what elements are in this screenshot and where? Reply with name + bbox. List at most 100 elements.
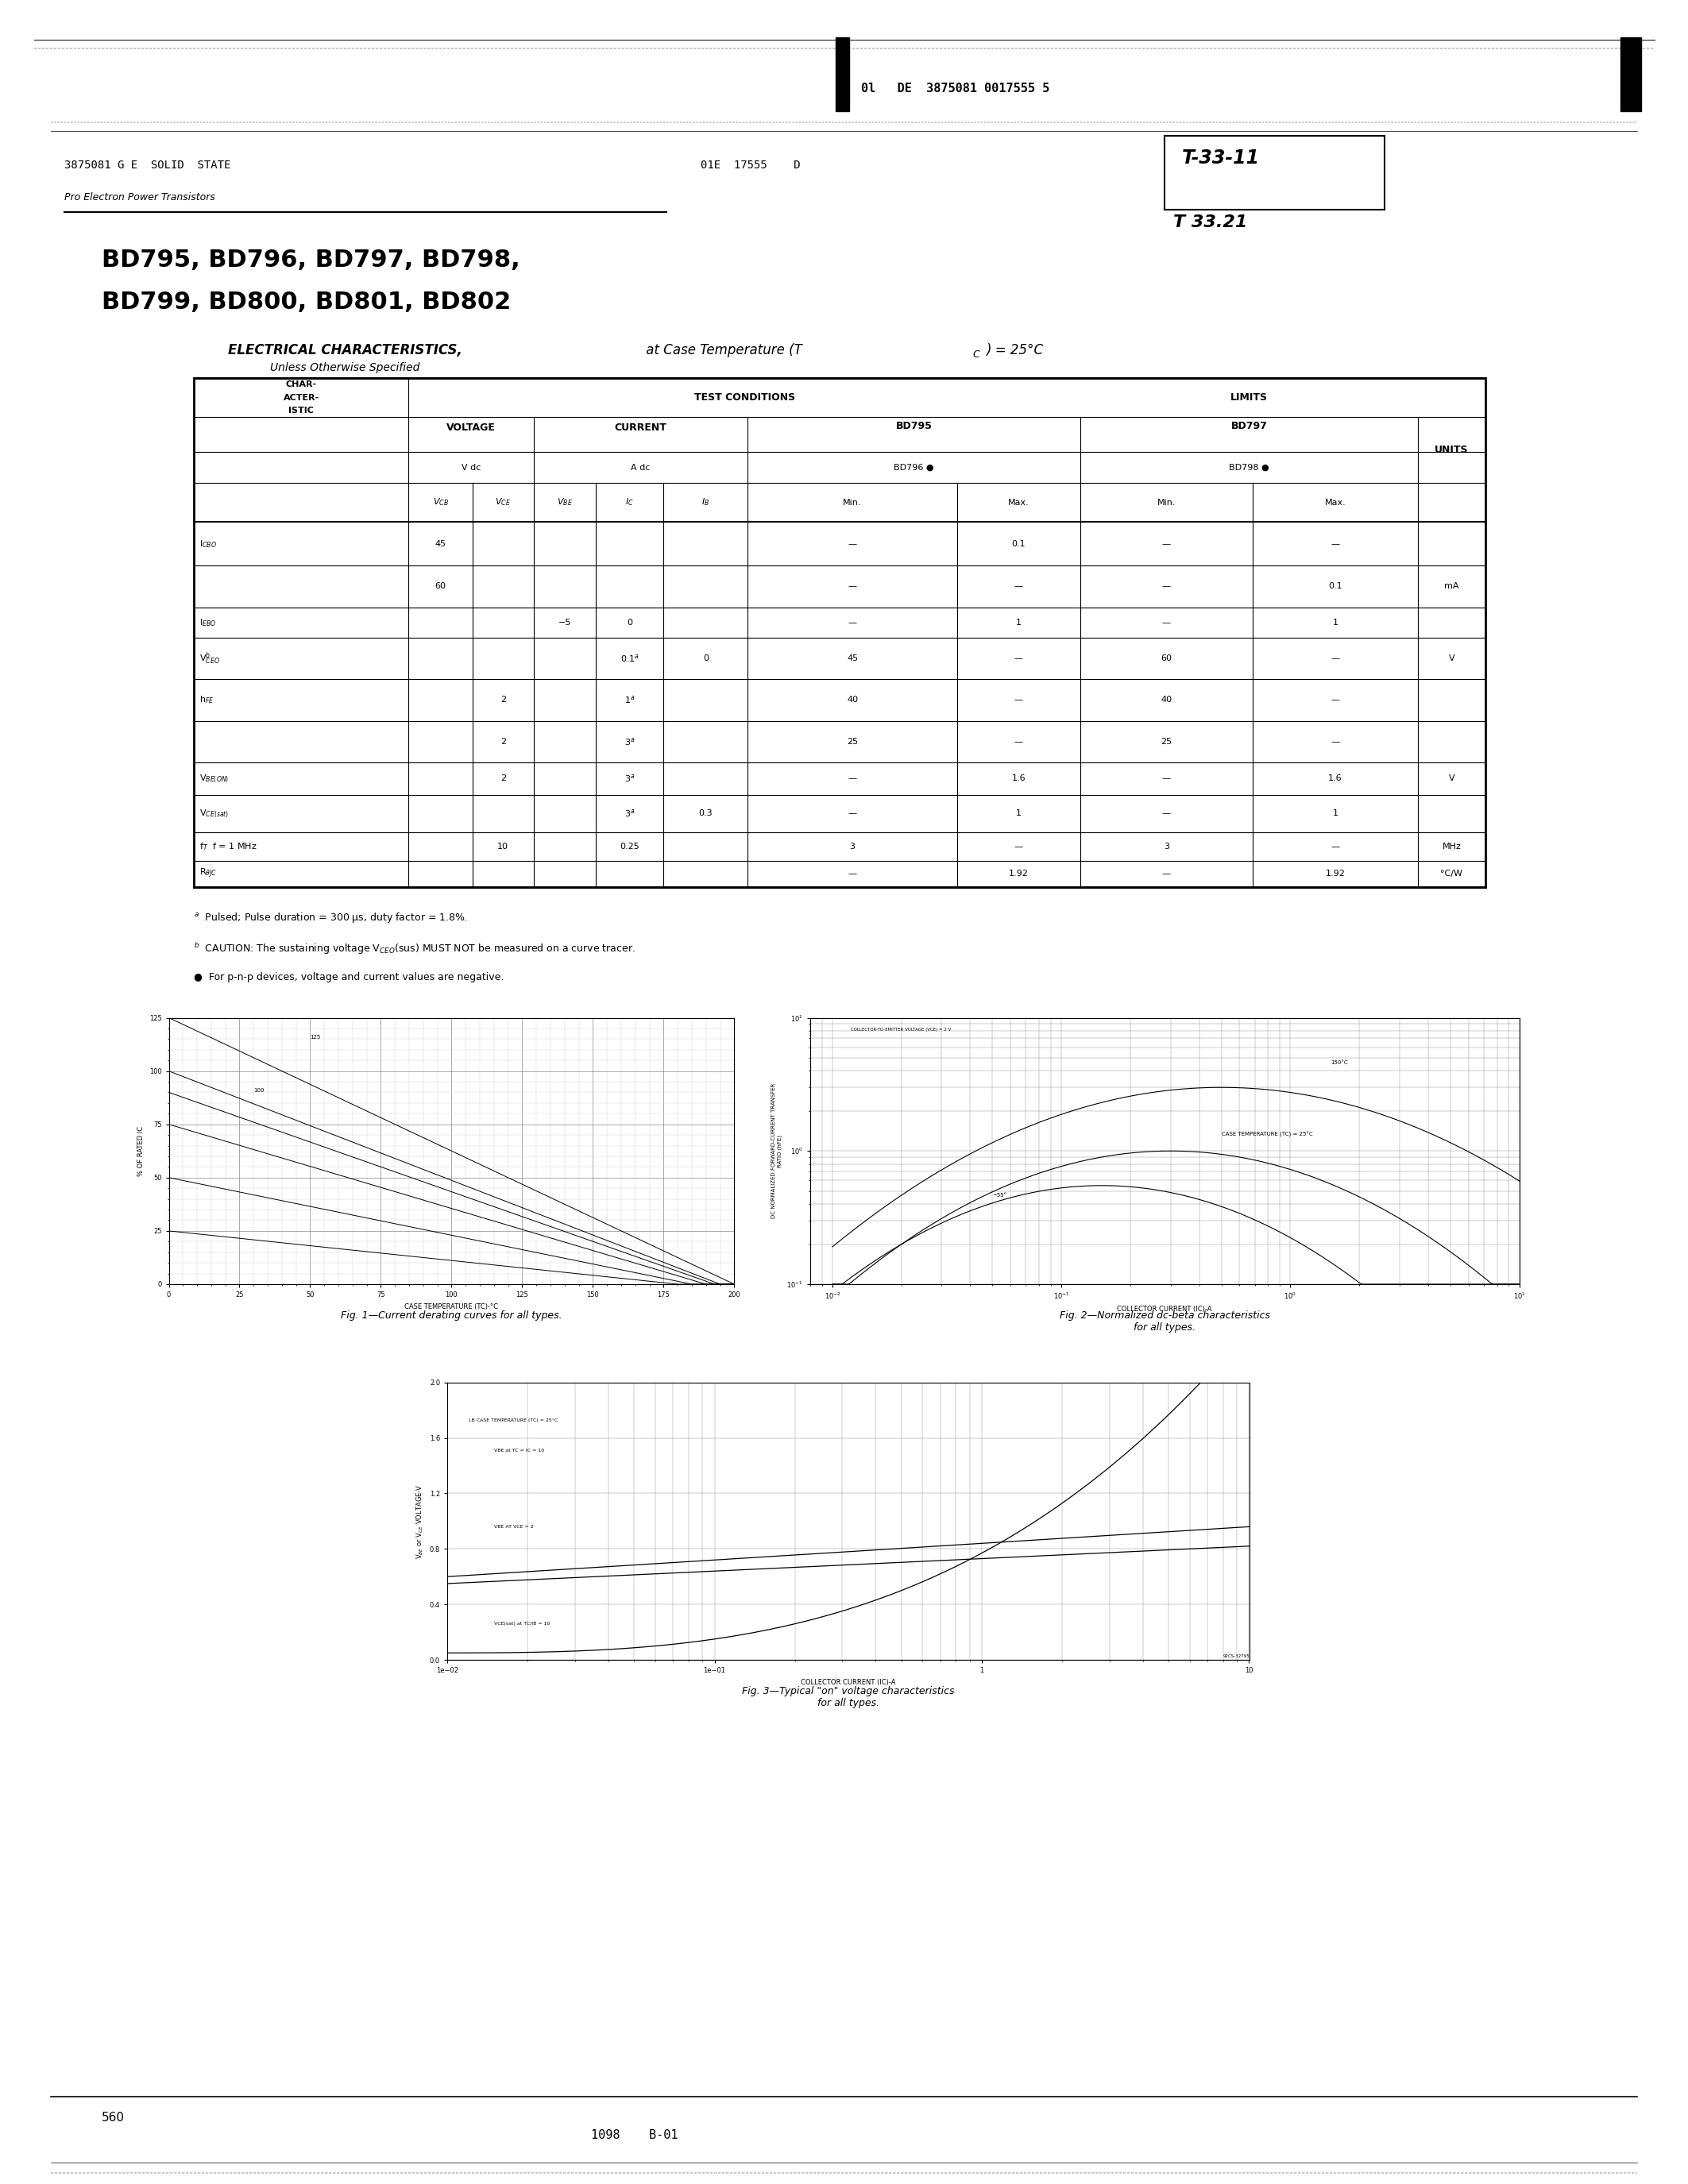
Text: 2: 2	[500, 738, 506, 745]
Text: —: —	[1161, 810, 1171, 817]
Text: 1: 1	[1332, 618, 1339, 627]
Text: 0.1$^a$: 0.1$^a$	[619, 653, 640, 664]
Text: V$_{BE(ON)}$: V$_{BE(ON)}$	[199, 773, 230, 784]
Text: BD799, BD800, BD801, BD802: BD799, BD800, BD801, BD802	[101, 290, 510, 314]
Text: V$_{BE}$: V$_{BE}$	[557, 496, 572, 509]
Text: Fig. 3—Typical "on" voltage characteristics
for all types.: Fig. 3—Typical "on" voltage characterist…	[743, 1686, 954, 1708]
Text: VOLTAGE: VOLTAGE	[446, 424, 496, 432]
Text: ACTER-: ACTER-	[284, 393, 319, 402]
Text: BD795: BD795	[896, 422, 932, 430]
Text: CASE TEMPERATURE (TC) = 25°C: CASE TEMPERATURE (TC) = 25°C	[1222, 1131, 1312, 1138]
Text: Max.: Max.	[1325, 498, 1345, 507]
Text: 25: 25	[1161, 738, 1171, 745]
Text: VCE(sat) at TC/IB = 10: VCE(sat) at TC/IB = 10	[495, 1623, 550, 1625]
Text: ELECTRICAL CHARACTERISTICS,: ELECTRICAL CHARACTERISTICS,	[228, 343, 463, 358]
Text: 1: 1	[1016, 810, 1021, 817]
Text: 1098    B-01: 1098 B-01	[591, 2129, 679, 2140]
Text: —: —	[1014, 697, 1023, 703]
Y-axis label: DC NORMALIZED FORWARD-CURRENT TRANSFER
RATIO (hFE): DC NORMALIZED FORWARD-CURRENT TRANSFER R…	[771, 1083, 782, 1219]
Text: T-33-11: T-33-11	[1182, 149, 1259, 168]
Text: Min.: Min.	[842, 498, 863, 507]
Text: 3875081 G E  SOLID  STATE: 3875081 G E SOLID STATE	[64, 159, 231, 170]
Text: —: —	[847, 539, 858, 548]
Text: CURRENT: CURRENT	[614, 424, 667, 432]
Text: 01E  17555    D: 01E 17555 D	[701, 159, 800, 170]
Text: ISTIC: ISTIC	[289, 406, 314, 415]
Text: V$_{CB}$: V$_{CB}$	[432, 496, 449, 509]
Text: —: —	[847, 869, 858, 878]
Text: —: —	[1014, 655, 1023, 662]
Text: —: —	[1161, 539, 1171, 548]
Text: —: —	[847, 583, 858, 590]
Text: Unless Otherwise Specified: Unless Otherwise Specified	[270, 363, 420, 373]
Text: COLLECTOR-TO-EMITTER VOLTAGE (VCE) = 2 V: COLLECTOR-TO-EMITTER VOLTAGE (VCE) = 2 V	[851, 1026, 950, 1031]
Text: 25: 25	[847, 738, 858, 745]
Text: at Case Temperature (T: at Case Temperature (T	[641, 343, 802, 358]
Text: 0: 0	[702, 655, 709, 662]
Text: V$_{CEO}^b$: V$_{CEO}^b$	[199, 651, 219, 666]
Text: h$_{FE}$: h$_{FE}$	[199, 695, 214, 705]
Text: mA: mA	[1445, 583, 1458, 590]
Text: I$_B$: I$_B$	[702, 496, 709, 509]
Text: V$_{CE(sat)}$: V$_{CE(sat)}$	[199, 808, 230, 819]
Text: 0l   DE  3875081 0017555 5: 0l DE 3875081 0017555 5	[861, 83, 1050, 94]
Text: 125: 125	[311, 1035, 321, 1040]
Text: f$_T$  f = 1 MHz: f$_T$ f = 1 MHz	[199, 841, 257, 852]
Text: 0.3: 0.3	[699, 810, 712, 817]
Text: —: —	[1161, 618, 1171, 627]
Text: 40: 40	[1161, 697, 1171, 703]
Text: TEST CONDITIONS: TEST CONDITIONS	[694, 393, 795, 402]
Text: 3$^a$: 3$^a$	[625, 736, 635, 747]
Text: 10: 10	[498, 843, 508, 850]
Text: LIMITS: LIMITS	[1231, 393, 1268, 402]
Text: —: —	[1330, 539, 1340, 548]
Text: A dc: A dc	[631, 463, 650, 472]
Text: ) = 25°C: ) = 25°C	[986, 343, 1043, 358]
Text: —: —	[1330, 697, 1340, 703]
Text: I$_C$: I$_C$	[625, 496, 635, 509]
Text: I$_{EBO}$: I$_{EBO}$	[199, 616, 216, 629]
Text: 0.1: 0.1	[1328, 583, 1342, 590]
Text: 2: 2	[500, 775, 506, 782]
Y-axis label: V$_{BE}$ or V$_{CE}$ VOLTAGE-V: V$_{BE}$ or V$_{CE}$ VOLTAGE-V	[415, 1483, 425, 1559]
Text: —: —	[1014, 738, 1023, 745]
Text: Min.: Min.	[1156, 498, 1177, 507]
Text: Fig. 1—Current derating curves for all types.: Fig. 1—Current derating curves for all t…	[341, 1310, 562, 1321]
Text: 3$^a$: 3$^a$	[625, 808, 635, 819]
Text: —: —	[847, 618, 858, 627]
Text: MHz: MHz	[1442, 843, 1462, 850]
Text: BD797: BD797	[1231, 422, 1268, 430]
Text: −55°: −55°	[993, 1192, 1006, 1199]
Text: $^a$  Pulsed; Pulse duration = 300 μs, duty factor = 1.8%.: $^a$ Pulsed; Pulse duration = 300 μs, du…	[194, 911, 468, 924]
Text: 92CS-32795: 92CS-32795	[1224, 1653, 1251, 1658]
Text: 40: 40	[847, 697, 858, 703]
Text: BD796 ●: BD796 ●	[895, 463, 933, 472]
Text: 45: 45	[436, 539, 446, 548]
Text: Max.: Max.	[1008, 498, 1030, 507]
Text: —: —	[847, 810, 858, 817]
Text: V dc: V dc	[461, 463, 481, 472]
X-axis label: COLLECTOR CURRENT (IC)-A: COLLECTOR CURRENT (IC)-A	[800, 1679, 896, 1686]
Bar	[836, 37, 849, 111]
Text: 0.25: 0.25	[619, 843, 640, 850]
Text: —: —	[1330, 843, 1340, 850]
Text: 45: 45	[847, 655, 858, 662]
Text: 3$^a$: 3$^a$	[625, 773, 635, 784]
Text: Fig. 2—Normalized dc-beta characteristics
for all types.: Fig. 2—Normalized dc-beta characteristic…	[1060, 1310, 1269, 1332]
Text: —: —	[1014, 843, 1023, 850]
Text: 1.92: 1.92	[1009, 869, 1028, 878]
Text: BD795, BD796, BD797, BD798,: BD795, BD796, BD797, BD798,	[101, 249, 520, 273]
Text: —: —	[1330, 738, 1340, 745]
Text: 1.6: 1.6	[1011, 775, 1026, 782]
Text: 1.6: 1.6	[1328, 775, 1342, 782]
Text: BD798 ●: BD798 ●	[1229, 463, 1269, 472]
X-axis label: CASE TEMPERATURE (TC)-°C: CASE TEMPERATURE (TC)-°C	[405, 1304, 498, 1310]
Text: Pro Electron Power Transistors: Pro Electron Power Transistors	[64, 192, 214, 203]
Text: UNITS: UNITS	[1435, 446, 1469, 454]
Text: CHAR-: CHAR-	[285, 380, 317, 389]
Text: C: C	[972, 349, 979, 360]
Y-axis label: % OF RATED IC: % OF RATED IC	[137, 1127, 145, 1175]
Text: V: V	[1448, 775, 1455, 782]
Text: —: —	[847, 775, 858, 782]
Text: 100: 100	[253, 1088, 265, 1094]
